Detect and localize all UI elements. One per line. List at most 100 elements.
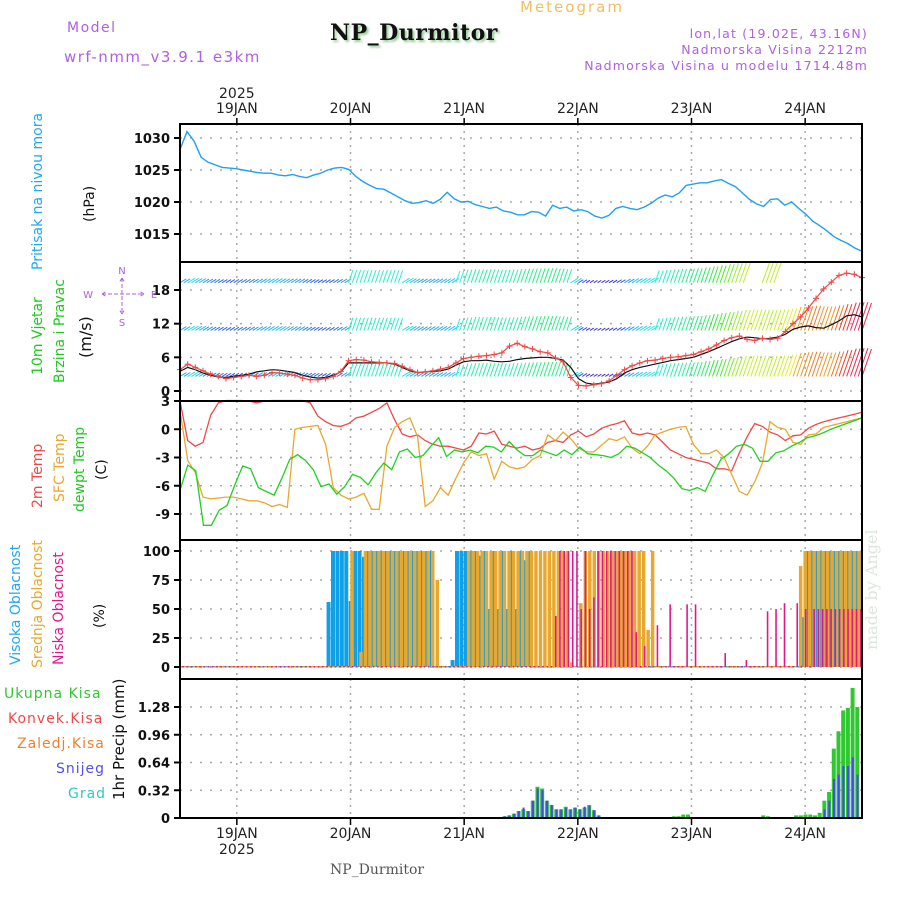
wind-barb <box>605 373 610 377</box>
year-label-top: 2025 <box>219 86 255 102</box>
wind-barb <box>570 371 579 377</box>
wind-gust-marker <box>606 377 613 384</box>
low-cloud-bar <box>347 666 350 668</box>
mid-cloud-bar <box>256 666 260 668</box>
wind-barb <box>631 371 640 377</box>
low-cloud-bar <box>216 666 218 668</box>
wind-barb <box>225 326 232 331</box>
total-precip-bar <box>855 707 860 818</box>
high-cloud-bar <box>734 666 738 668</box>
wind-barb <box>409 278 417 284</box>
wind-barb <box>225 279 232 284</box>
wind-barb <box>275 325 283 331</box>
high-cloud-bar <box>393 551 397 667</box>
wind-gust-marker <box>429 367 436 374</box>
wind-barb <box>493 269 500 283</box>
wind-barb <box>179 372 187 377</box>
wind-barb <box>374 269 381 283</box>
wind-barb <box>543 315 550 331</box>
wind-barb <box>470 316 477 331</box>
wind-barb <box>378 363 385 377</box>
wind-barb <box>501 317 507 331</box>
wind-barb <box>597 373 602 377</box>
wind-barb <box>424 372 432 377</box>
low-cloud-bar <box>305 666 307 668</box>
wind-gust-marker <box>299 375 306 382</box>
wind-barb <box>489 362 496 377</box>
wind-barb <box>198 325 207 331</box>
wind-gust-marker <box>575 382 582 389</box>
high-cloud-bar <box>415 551 420 667</box>
low-cloud-bar <box>677 666 680 668</box>
wind-barb <box>850 302 861 331</box>
wind-gust-marker <box>445 364 452 371</box>
wind-barb <box>432 372 440 377</box>
y-tick-label: 18 <box>152 284 170 299</box>
chart-subtitle: Meteogram <box>520 0 624 16</box>
low-cloud-bar <box>368 666 371 668</box>
wind-barb <box>440 372 448 377</box>
wind-barb <box>447 325 456 331</box>
wind-barb <box>179 278 187 284</box>
low-cloud-bar <box>686 604 688 667</box>
wind-barb <box>206 326 214 331</box>
wind-barb <box>229 372 236 377</box>
wind-barb <box>746 355 755 377</box>
low-cloud-bar <box>614 551 616 667</box>
mid-cloud-bar <box>300 666 305 668</box>
wind-barb <box>313 279 320 284</box>
wind-barb <box>294 278 302 284</box>
wind-barb <box>723 357 731 377</box>
wind-gust-marker <box>644 357 651 364</box>
wind-barb <box>570 325 579 331</box>
low-cloud-bar <box>275 666 277 668</box>
wind-gust-marker <box>537 348 544 355</box>
low-cloud-bar <box>851 609 854 667</box>
wind-gust-marker <box>560 358 567 365</box>
wind-barb <box>574 277 583 284</box>
wind-barb <box>287 278 294 284</box>
mid-cloud-bar <box>475 551 480 667</box>
wind-barb <box>727 264 735 283</box>
wind-gust-marker <box>215 373 222 380</box>
wind-barb <box>635 278 643 284</box>
low-cloud-bar <box>482 666 485 668</box>
mid-cloud-bar <box>305 666 309 668</box>
mid-cloud-bar <box>722 666 727 668</box>
wind-barb <box>229 279 236 284</box>
wind-barb <box>409 326 417 331</box>
x-tick-label-top: 23JAN <box>671 101 713 117</box>
low-cloud-bar <box>847 609 849 667</box>
mid-cloud-bar <box>480 551 484 667</box>
wind-gust-marker <box>621 366 628 373</box>
snow-bar <box>597 815 600 818</box>
low-cloud-bar <box>648 666 650 668</box>
wind-barb <box>547 268 554 283</box>
wind-barb <box>605 327 610 331</box>
wind-barb <box>505 269 511 283</box>
mid-cloud-bar <box>848 551 852 667</box>
wind-barb <box>390 317 396 331</box>
wind-barb <box>685 268 692 283</box>
low-cloud-bar <box>372 666 375 668</box>
wind-barb <box>731 310 739 331</box>
wind-barb <box>738 309 747 331</box>
low-cloud-bar <box>499 666 502 668</box>
wind-barb <box>861 302 872 331</box>
low-cloud-bar <box>309 666 311 668</box>
low-cloud-bar <box>711 666 714 668</box>
low-cloud-bar <box>639 666 642 668</box>
wind-barb <box>738 262 747 283</box>
mid-cloud-bar <box>408 551 413 667</box>
snow-bar <box>531 800 534 818</box>
wind-barb <box>627 326 635 331</box>
x-tick-label-bottom: 21JAN <box>443 826 485 842</box>
mid-cloud-bar <box>552 551 556 667</box>
x-tick-label-top: 20JAN <box>330 101 372 117</box>
wind-barb <box>509 317 515 331</box>
wind-barb <box>738 355 747 377</box>
wind-barb <box>823 306 833 331</box>
wind-gust-marker <box>828 279 835 286</box>
wind-barb <box>631 278 640 284</box>
high-cloud-bar <box>335 551 340 667</box>
